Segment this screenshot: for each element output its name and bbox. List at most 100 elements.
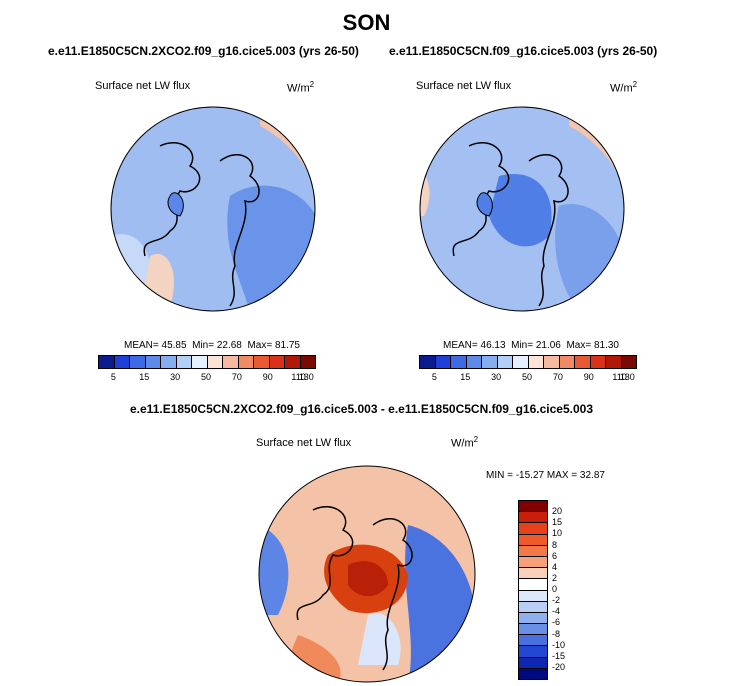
panel2-title: e.e11.E1850C5CN.f09_g16.cice5.003 (yrs 2…	[389, 44, 658, 58]
panel1-island	[167, 192, 184, 217]
panel1-stats: MEAN= 45.85 Min= 22.68 Max= 81.75	[124, 340, 300, 351]
diff-negative-field-west	[259, 525, 289, 615]
diff-colorbar-box-3	[519, 534, 547, 546]
diff-colorbar-label: -15	[552, 650, 566, 661]
diff-min-max: MIN = -15.27 MAX = 32.87	[486, 470, 605, 481]
panel2-max: 81.30	[593, 340, 619, 351]
colorbar-box-13	[300, 356, 315, 368]
colorbar-tick-label: 90	[262, 372, 273, 382]
colorbar-tick-label: 15	[460, 372, 471, 382]
colorbar-box-9	[559, 356, 575, 368]
diff-colorbar-label: -6	[552, 617, 561, 628]
colorbar-tick-label: 110	[612, 372, 627, 382]
colorbar-box-8	[544, 356, 560, 368]
diff-colorbar-box-1	[519, 512, 547, 524]
diff-colorbar-label: 8	[552, 539, 558, 550]
panel1-variable: Surface net LW flux	[95, 80, 191, 92]
colorbar-box-12	[285, 356, 301, 368]
diff-colorbar-box-2	[519, 523, 547, 535]
diff-colorbar-label: -4	[552, 606, 561, 617]
diff-colorbar-label: 4	[552, 561, 558, 572]
diff-colorbar-box-10	[519, 612, 547, 625]
panel1-min: 22.68	[216, 340, 242, 351]
colorbar-box-8	[223, 356, 239, 368]
diff-colorbar-box-9	[519, 601, 547, 613]
colorbar-box-11	[590, 356, 606, 368]
colorbar-box-10	[575, 356, 591, 368]
panel2-stats: MEAN= 46.13 Min= 21.06 Max= 81.30	[443, 340, 619, 351]
panel1-polar-map	[110, 106, 316, 312]
diff-colorbar-box-13	[519, 646, 547, 658]
panel2-min: 21.06	[535, 340, 561, 351]
diff-map-border	[258, 465, 476, 683]
diff-colorbar-box-0	[519, 501, 547, 513]
colorbar-box-6	[513, 356, 529, 368]
diff-colorbar-labels: 20 15 10 8 6 4 2 0 -2 -4 -6 -8 -10 -15 -20	[552, 500, 582, 678]
colorbar-box-7	[528, 356, 544, 368]
panel1-map-border	[110, 106, 316, 312]
diff-colorbar-box-12	[519, 635, 547, 647]
diff-colorbar-box-6	[519, 568, 547, 580]
diff-variable: Surface net LW flux	[256, 437, 352, 449]
colorbar-tick-label: 30	[170, 372, 181, 382]
panel2-colorbar	[419, 355, 637, 369]
colorbar-box-6	[192, 356, 208, 368]
colorbar-box-3	[466, 356, 482, 368]
diff-colorbar-box-7	[519, 579, 547, 591]
panel2-land-field	[489, 174, 552, 247]
diff-positive-core	[348, 561, 388, 597]
colorbar-tick-label: 130	[298, 372, 314, 382]
colorbar-box-2	[451, 356, 467, 368]
panel1-colorbar-ticks: 5 15 30 50 70 90 110 130	[98, 372, 314, 384]
panel1-units: W/m2	[287, 80, 315, 95]
diff-coastline	[296, 506, 413, 671]
diff-colorbar-label: -8	[552, 628, 561, 639]
diff-pale-field	[358, 613, 401, 665]
colorbar-tick-label: 50	[200, 372, 212, 382]
colorbar-box-4	[482, 356, 498, 368]
diff-colorbar-box-14	[519, 657, 547, 669]
colorbar-box-7	[207, 356, 223, 368]
colorbar-box-5	[497, 356, 513, 368]
colorbar-box-1	[114, 356, 130, 368]
colorbar-tick-label: 30	[491, 372, 502, 382]
diff-colorbar-box-5	[519, 556, 547, 569]
panel1-max: 81.75	[274, 340, 300, 351]
panel2-coastline	[452, 142, 569, 307]
colorbar-box-11	[269, 356, 285, 368]
colorbar-tick-label: 110	[291, 372, 306, 382]
colorbar-box-1	[435, 356, 451, 368]
colorbar-tick-label: 50	[521, 372, 533, 382]
diff-colorbar-label: 20	[552, 506, 563, 517]
colorbar-box-3	[145, 356, 161, 368]
diff-polar-map	[258, 465, 476, 683]
colorbar-tick-label: 5	[431, 372, 437, 382]
panel2-land-field-2	[555, 204, 624, 311]
colorbar-box-2	[130, 356, 146, 368]
panel1-title: e.e11.E1850C5CN.2XCO2.f09_g16.cice5.003 …	[48, 44, 359, 58]
panel2-island	[476, 192, 493, 217]
colorbar-tick-label: 5	[110, 372, 116, 382]
diff-title: e.e11.E1850C5CN.2XCO2.f09_g16.cice5.003 …	[130, 402, 593, 416]
diff-colorbar-label: -2	[552, 595, 561, 606]
colorbar-tick-label: 70	[552, 372, 563, 382]
diff-colorbar-box-15	[519, 668, 547, 679]
diff-colorbar-box-11	[519, 624, 547, 636]
diff-colorbar-label: 0	[552, 584, 558, 594]
diff-colorbar-label: 15	[552, 517, 563, 528]
panel2-polar-map	[419, 106, 625, 312]
colorbar-tick-label: 130	[619, 372, 635, 382]
colorbar-box-4	[161, 356, 177, 368]
panel1-coastline	[143, 142, 260, 307]
diff-colorbar-box-4	[519, 545, 547, 557]
diff-colorbar-label: -10	[552, 639, 566, 650]
colorbar-tick-label: 70	[231, 372, 242, 382]
panel2-colorbar-ticks: 5 15 30 50 70 90 110 130	[419, 372, 635, 384]
colorbar-box-10	[254, 356, 270, 368]
colorbar-box-9	[238, 356, 254, 368]
diff-units: W/m2	[451, 435, 479, 450]
colorbar-tick-label: 15	[139, 372, 150, 382]
panel2-variable: Surface net LW flux	[416, 80, 512, 92]
colorbar-box-0	[420, 356, 436, 368]
panel2-map-border	[419, 106, 625, 312]
